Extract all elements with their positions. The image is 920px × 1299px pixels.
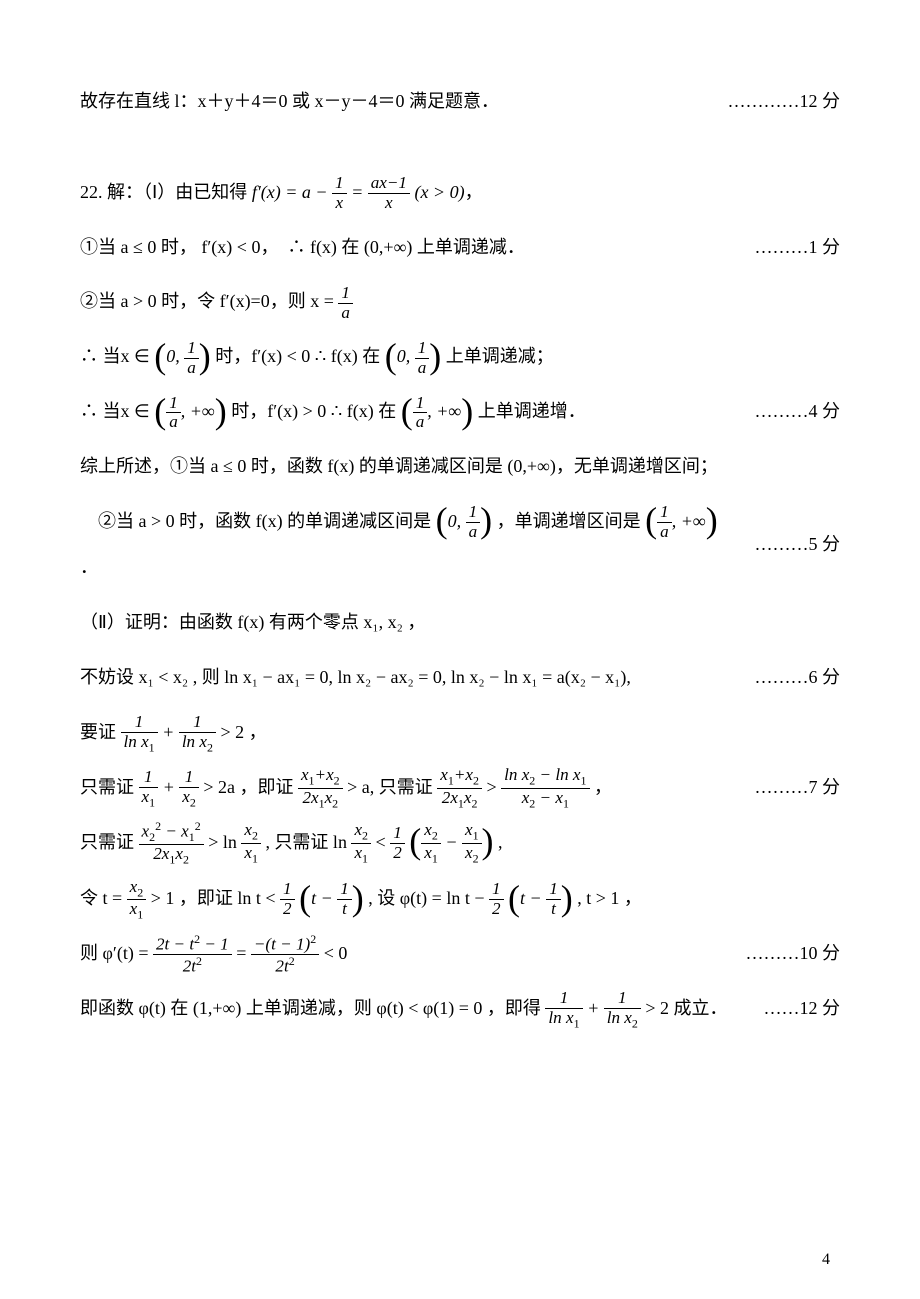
q22-line4: 综上所述，①当 a ≤ 0 时，函数 f(x) 的单调递减区间是 (0,+∞)，… [80, 443, 840, 490]
prev-score: …………12 分 [708, 78, 841, 125]
q22-line2-score: ………1 分 [735, 224, 841, 271]
q22-line1: 22. 解：（Ⅰ）由已知得 f′(x) = a − 1x = ax−1x (x … [80, 169, 840, 216]
q22-line7-text: 不妨设 x₁ < x₂ , 则 ln x₁ − ax₁ = 0, ln x₂ −… [80, 654, 735, 701]
q22-line13-text: 即函数 φ(t) 在 (1,+∞) 上单调递减，则 φ(t) < φ(1) = … [80, 985, 744, 1032]
q22-line2-text: ①当 a ≤ 0 时， f′(x) < 0， ∴ f(x) 在 (0,+∞) 上… [80, 224, 735, 271]
q22-line9: 只需证 1x1 + 1x2 > 2a ，即证 x1+x22x1x2 > a, 只… [80, 764, 840, 811]
q22-line11-text: 令 t = x2x1 > 1 ，即证 ln t < 12 (t − 1t) , … [80, 875, 840, 922]
q22-line10-text: 只需证 x22 − x122x1x2 > ln x2x1 , 只需证 ln x2… [80, 819, 840, 867]
q22-line5-text: ②当 a > 0 时，函数 f(x) 的单调递减区间是 (0, 1a) ，单调递… [80, 498, 735, 592]
q22-line7-score: ………6 分 [735, 654, 841, 701]
q22-line6-text: （Ⅱ）证明：由函数 f(x) 有两个零点 x₁, x₂ ， [80, 599, 840, 646]
page-number: 4 [822, 1251, 830, 1269]
q22-line9-score: ………7 分 [735, 764, 841, 811]
page: 故存在直线 l：x＋y＋4＝0 或 x－y－4＝0 满足题意． …………12 分… [0, 0, 920, 1299]
q22-line12: 则 φ′(t) = 2t − t2 − 12t2 = −(t − 1)22t2 … [80, 930, 840, 977]
q22-line8-text: 要证 1ln x1 + 1ln x2 > 2 ， [80, 709, 840, 756]
q22-line3c-text: ∴ 当x ∈ (1a, +∞) 时，f′(x) > 0 ∴ f(x) 在 (1a… [80, 388, 735, 435]
q22-line3c-score: ………4 分 [735, 388, 841, 435]
q22-line5: ②当 a > 0 时，函数 f(x) 的单调递减区间是 (0, 1a) ，单调递… [80, 498, 840, 592]
q22-line4-text: 综上所述，①当 a ≤ 0 时，函数 f(x) 的单调递减区间是 (0,+∞)，… [80, 443, 840, 490]
q22-line12-text: 则 φ′(t) = 2t − t2 − 12t2 = −(t − 1)22t2 … [80, 930, 726, 977]
q22-line3a: ②当 a > 0 时，令 f′(x)=0，则 x = 1a [80, 278, 840, 325]
q22-line7: 不妨设 x₁ < x₂ , 则 ln x₁ − ax₁ = 0, ln x₂ −… [80, 654, 840, 701]
q22-line1-text: 22. 解：（Ⅰ）由已知得 f′(x) = a − 1x = ax−1x (x … [80, 169, 840, 216]
q22-line10: 只需证 x22 − x122x1x2 > ln x2x1 , 只需证 ln x2… [80, 819, 840, 867]
q22-line3a-text: ②当 a > 0 时，令 f′(x)=0，则 x = 1a [80, 278, 840, 325]
q22-line3c: ∴ 当x ∈ (1a, +∞) 时，f′(x) > 0 ∴ f(x) 在 (1a… [80, 388, 840, 435]
q22-line12-score: ………10 分 [726, 930, 841, 977]
q22-line3b: ∴ 当x ∈ (0, 1a) 时，f′(x) < 0 ∴ f(x) 在 (0, … [80, 333, 840, 380]
q22-line5-score: ………5 分 [735, 521, 841, 568]
q22-line3b-text: ∴ 当x ∈ (0, 1a) 时，f′(x) < 0 ∴ f(x) 在 (0, … [80, 333, 840, 380]
q22-line8: 要证 1ln x1 + 1ln x2 > 2 ， [80, 709, 840, 756]
q22-line13-score: ……12 分 [744, 985, 841, 1032]
q22-line13: 即函数 φ(t) 在 (1,+∞) 上单调递减，则 φ(t) < φ(1) = … [80, 985, 840, 1032]
q22-line9-text: 只需证 1x1 + 1x2 > 2a ，即证 x1+x22x1x2 > a, 只… [80, 764, 735, 811]
q22-line11: 令 t = x2x1 > 1 ，即证 ln t < 12 (t − 1t) , … [80, 875, 840, 922]
prev-problem-line: 故存在直线 l：x＋y＋4＝0 或 x－y－4＝0 满足题意． …………12 分 [80, 78, 840, 125]
q22-line6: （Ⅱ）证明：由函数 f(x) 有两个零点 x₁, x₂ ， [80, 599, 840, 646]
prev-text: 故存在直线 l：x＋y＋4＝0 或 x－y－4＝0 满足题意． [80, 78, 708, 125]
q22-line2: ①当 a ≤ 0 时， f′(x) < 0， ∴ f(x) 在 (0,+∞) 上… [80, 224, 840, 271]
